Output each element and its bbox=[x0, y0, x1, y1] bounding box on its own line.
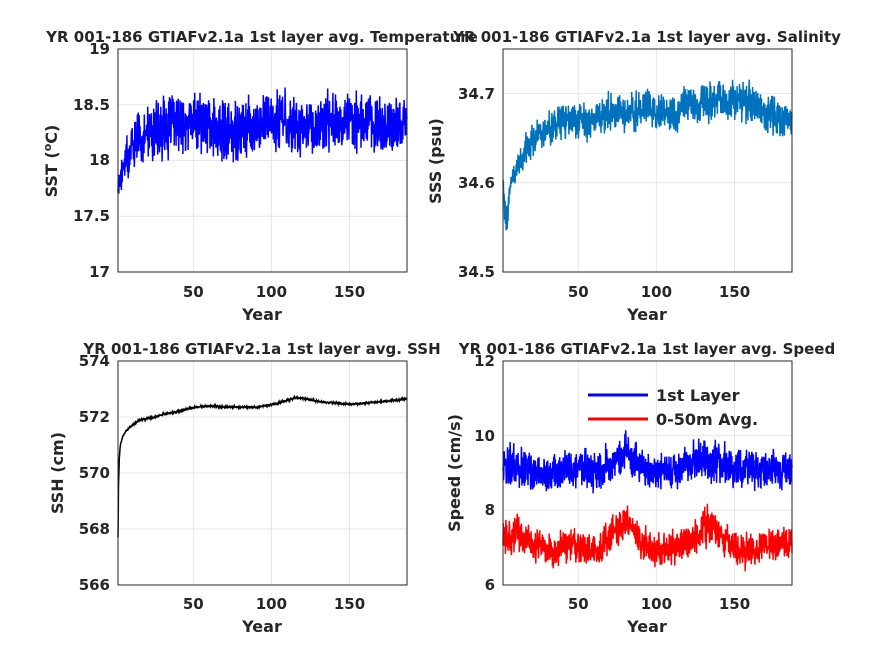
ytick-ssh-572: 572 bbox=[79, 408, 110, 426]
ytick-ssh-570: 570 bbox=[79, 464, 110, 482]
xtick-ssh-100: 100 bbox=[256, 595, 287, 613]
ylabel-sst-main: SST ( bbox=[42, 151, 61, 197]
ytick-speed-12: 12 bbox=[474, 352, 495, 370]
ylabel-ssh: SSH (cm) bbox=[48, 432, 67, 514]
xtick-sss-100: 100 bbox=[641, 283, 672, 301]
ylabel-sst: SST (oC) bbox=[41, 125, 61, 198]
ytick-ssh-568: 568 bbox=[79, 520, 110, 538]
panel-ssh: YR 001-186 GTIAFv2.1a 1st layer avg. SSH… bbox=[48, 340, 441, 636]
series-ssh bbox=[117, 394, 408, 538]
title-sst: YR 001-186 GTIAFv2.1a 1st layer avg. Tem… bbox=[45, 28, 478, 46]
ytick-speed-8: 8 bbox=[485, 501, 495, 519]
ytick-ssh-566: 566 bbox=[79, 576, 110, 594]
xlabel-ssh: Year bbox=[241, 617, 282, 636]
ytick-sst-18.5: 18.5 bbox=[73, 96, 110, 114]
axes-frame-sst bbox=[117, 48, 408, 273]
title-speed: YR 001-186 GTIAFv2.1a 1st layer avg. Spe… bbox=[458, 340, 835, 358]
series-speed-1st-layer bbox=[502, 430, 793, 494]
panel-speed: YR 001-186 GTIAFv2.1a 1st layer avg. Spe… bbox=[445, 340, 835, 636]
xlabel-sss: Year bbox=[626, 305, 667, 324]
ytick-sst-19: 19 bbox=[89, 40, 110, 58]
legend-label-0-50m: 0-50m Avg. bbox=[656, 410, 758, 429]
xtick-sss-150: 150 bbox=[719, 283, 750, 301]
xtick-ssh-50: 50 bbox=[183, 595, 204, 613]
ytick-speed-10: 10 bbox=[474, 427, 495, 445]
xtick-ssh-150: 150 bbox=[334, 595, 365, 613]
axes-frame-speed bbox=[502, 360, 793, 586]
ylabel-speed: Speed (cm/s) bbox=[445, 414, 464, 532]
axes-frame-ssh bbox=[117, 360, 408, 586]
ytick-sst-17.5: 17.5 bbox=[73, 207, 110, 225]
panel-sss: YR 001-186 GTIAFv2.1a 1st layer avg. Sal… bbox=[426, 28, 841, 324]
ytick-sss-34.7: 34.7 bbox=[458, 85, 495, 103]
axes-frame-sss bbox=[502, 48, 793, 273]
ytick-ssh-574: 574 bbox=[79, 352, 110, 370]
ytick-sst-17: 17 bbox=[89, 263, 110, 281]
series-sst bbox=[117, 87, 408, 194]
legend-speed: 1st Layer 0-50m Avg. bbox=[588, 386, 758, 429]
ylabel-sst-sup: o bbox=[41, 143, 54, 151]
xlabel-sst: Year bbox=[241, 305, 282, 324]
ylabel-sss: SSS (psu) bbox=[426, 118, 445, 204]
ytick-sss-34.6: 34.6 bbox=[458, 174, 495, 192]
xtick-sst-150: 150 bbox=[334, 283, 365, 301]
ytick-sss-34.5: 34.5 bbox=[458, 263, 495, 281]
xlabel-speed: Year bbox=[626, 617, 667, 636]
series-sss bbox=[502, 79, 793, 231]
panel-sst: YR 001-186 GTIAFv2.1a 1st layer avg. Tem… bbox=[41, 28, 478, 324]
xtick-speed-150: 150 bbox=[719, 595, 750, 613]
xtick-speed-50: 50 bbox=[568, 595, 589, 613]
title-ssh: YR 001-186 GTIAFv2.1a 1st layer avg. SSH bbox=[82, 340, 440, 358]
xtick-speed-100: 100 bbox=[641, 595, 672, 613]
grid-ssh bbox=[118, 361, 407, 585]
legend-label-1st-layer: 1st Layer bbox=[656, 386, 740, 405]
series-speed-0-50m bbox=[502, 503, 793, 572]
ytick-speed-6: 6 bbox=[485, 576, 495, 594]
title-sss: YR 001-186 GTIAFv2.1a 1st layer avg. Sal… bbox=[452, 28, 841, 46]
ytick-sst-18: 18 bbox=[89, 151, 110, 169]
ylabel-sst-tail: C) bbox=[42, 125, 61, 144]
xtick-sst-50: 50 bbox=[183, 283, 204, 301]
xtick-sst-100: 100 bbox=[256, 283, 287, 301]
xtick-sss-50: 50 bbox=[568, 283, 589, 301]
